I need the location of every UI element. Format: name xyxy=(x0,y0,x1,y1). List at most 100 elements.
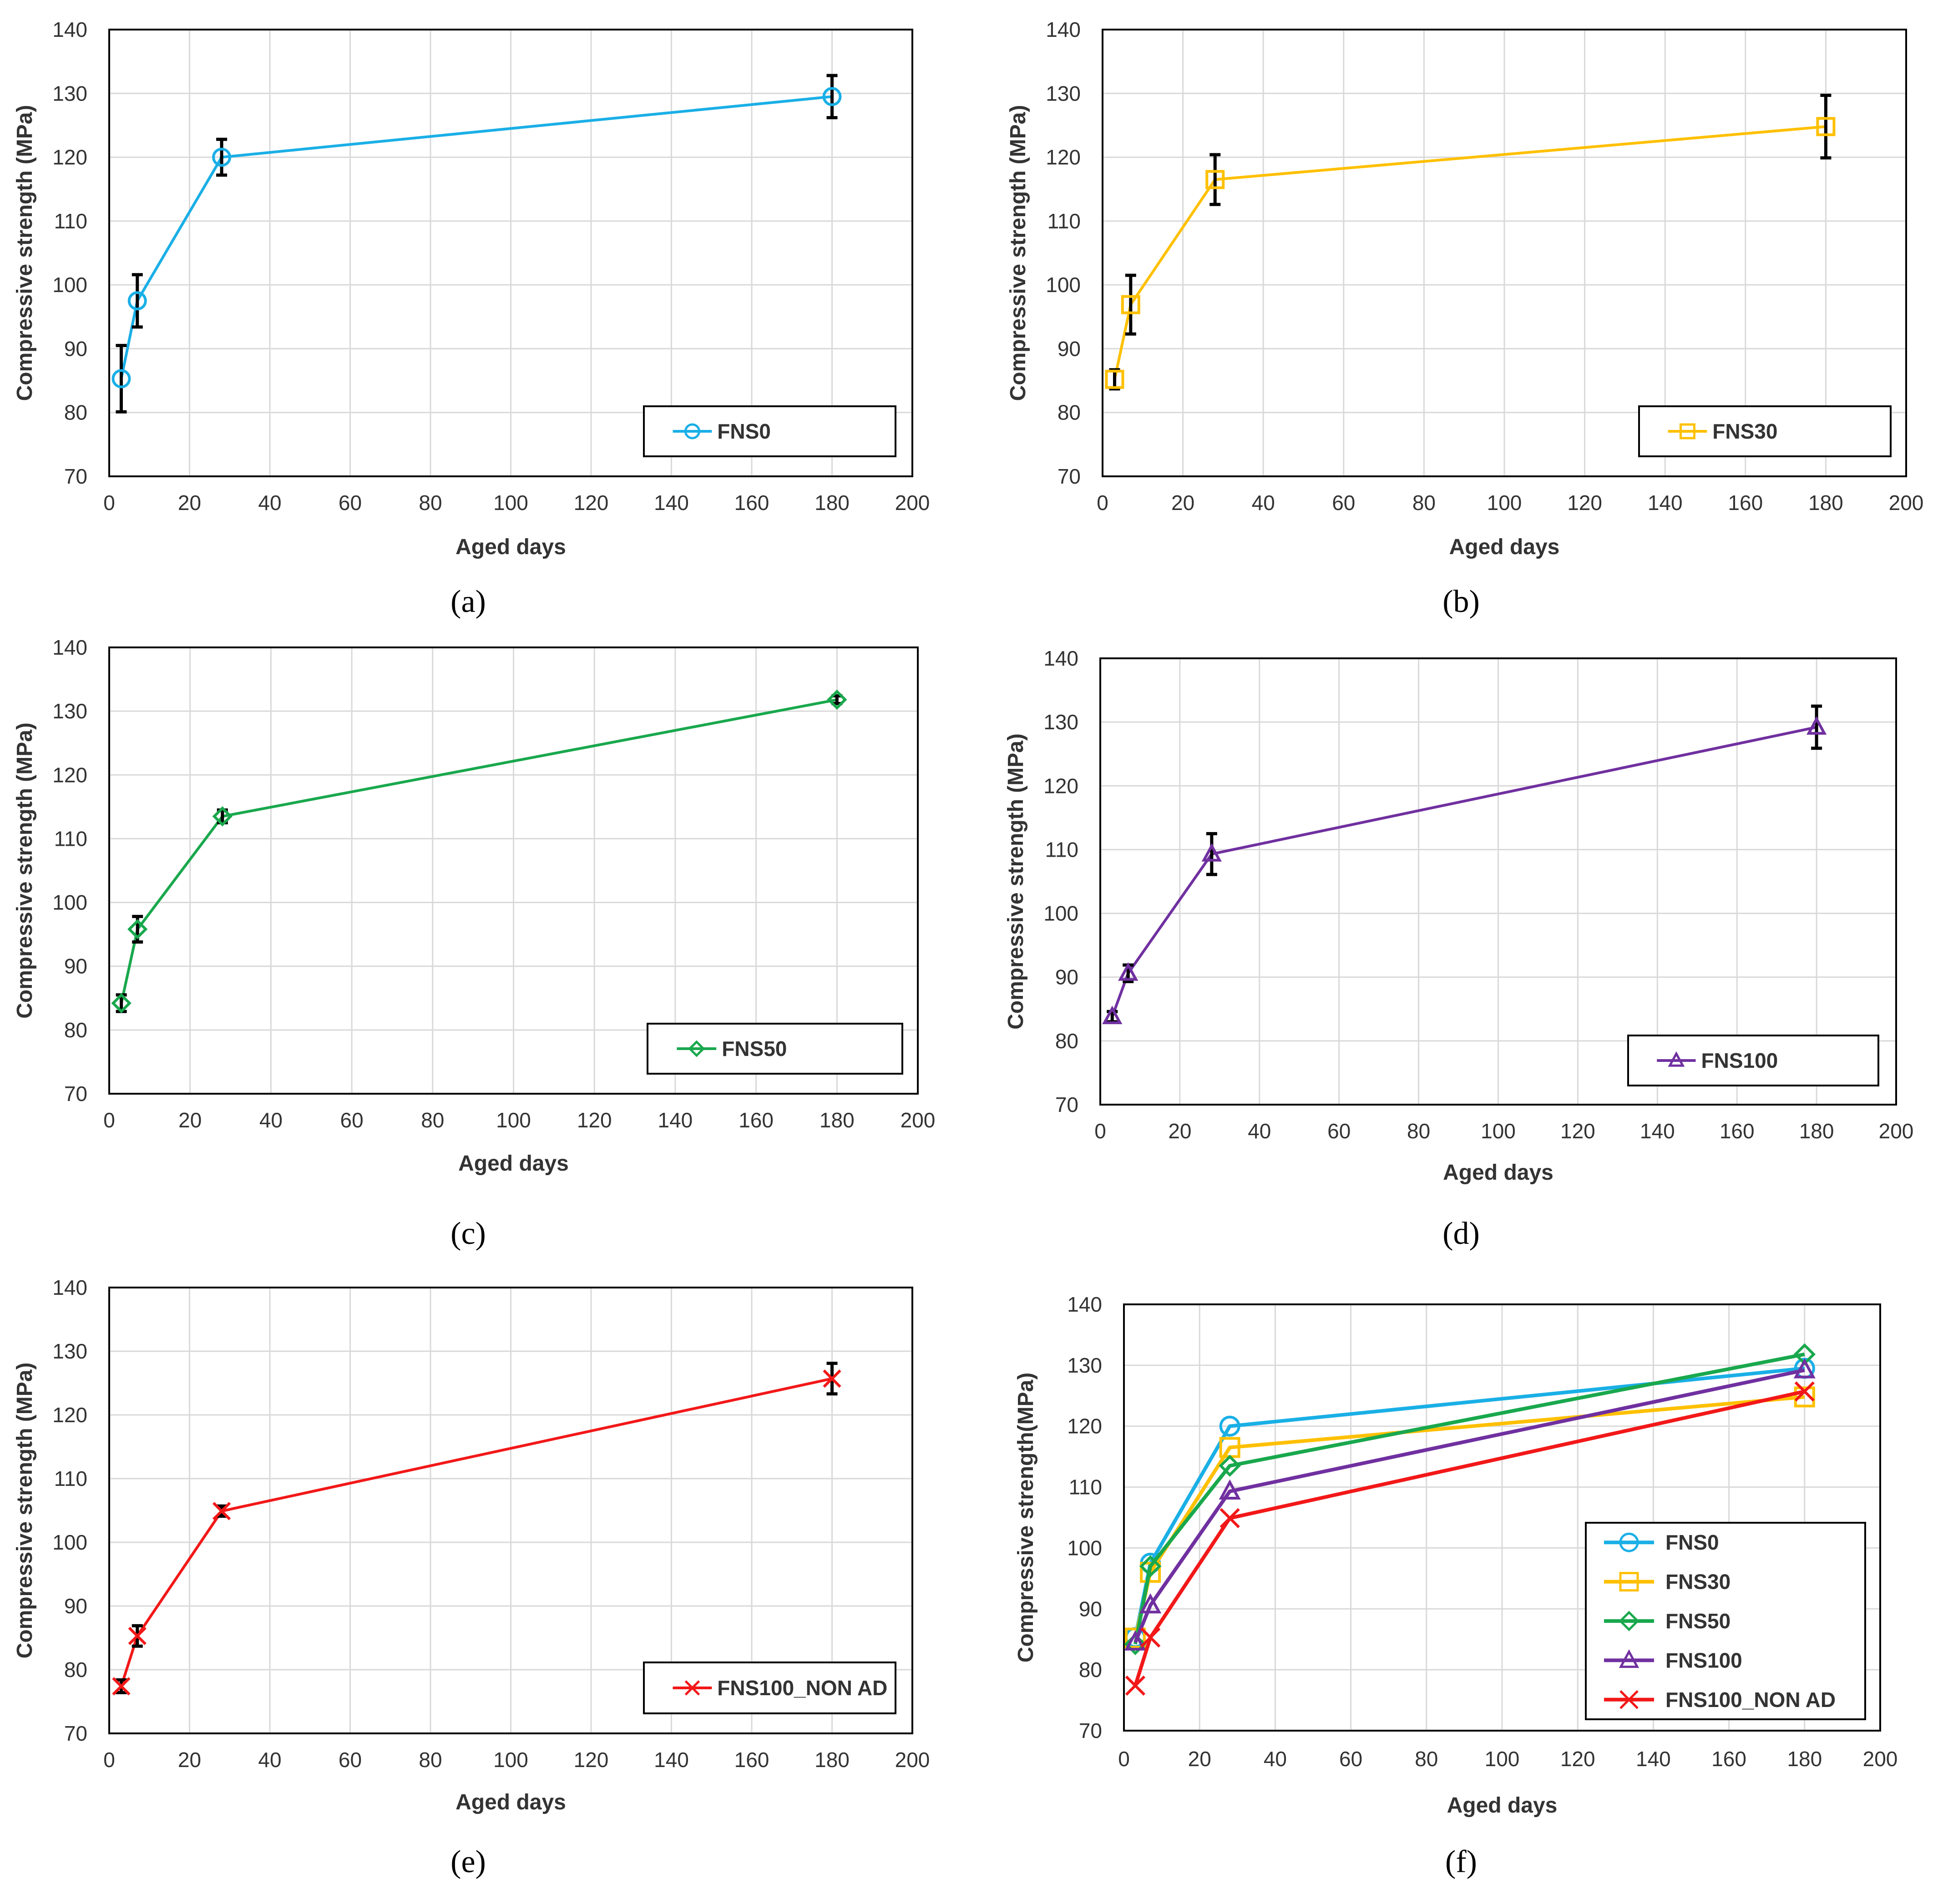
plot-frame xyxy=(108,29,913,477)
x-tick-label: 200 xyxy=(895,491,930,515)
chart-panel-d: 0 20 40 60 80 100 120 140 160 180 200 70 80 90 100 110 1… xyxy=(1004,646,1913,1251)
x-tick-label: 180 xyxy=(1808,491,1843,515)
legend-swatch-marker xyxy=(1679,423,1695,439)
x-tick-label: 100 xyxy=(496,1108,531,1132)
series-fns30 xyxy=(1105,93,1836,391)
x-tick-label: 200 xyxy=(1863,1747,1898,1771)
error-bar xyxy=(1125,273,1136,336)
series-fns0 xyxy=(111,74,842,414)
y-tick-label: 70 xyxy=(64,1722,87,1745)
x-tick-label: 60 xyxy=(1327,1119,1351,1143)
y-axis-title: Compressive strength (MPa) xyxy=(13,1363,37,1659)
y-tick-label: 90 xyxy=(64,337,87,360)
legend-label: FNS100 xyxy=(1701,1049,1778,1072)
panel-caption: (e) xyxy=(450,1844,486,1879)
x-tick-label: 100 xyxy=(1487,491,1522,515)
legend: FNS0 FNS30 FNS50 FNS100 FNS100_NON AD xyxy=(1585,1522,1866,1720)
x-tick-label: 80 xyxy=(1407,1119,1430,1143)
data-point xyxy=(111,369,131,389)
x-tick-label: 160 xyxy=(1720,1119,1755,1143)
x-tick-label: 0 xyxy=(103,1748,115,1772)
y-axis-title: Compressive strength (MPa) xyxy=(1004,733,1028,1030)
y-tick-label: 110 xyxy=(1069,1475,1102,1499)
series-line xyxy=(120,95,832,379)
legend-label: FNS50 xyxy=(1665,1609,1731,1633)
y-tick-label: 120 xyxy=(1043,774,1078,798)
y-tick-label: 70 xyxy=(1079,1719,1102,1742)
series-line xyxy=(1113,125,1826,380)
legend: FNS50 xyxy=(647,1023,903,1075)
x-tick-label: 140 xyxy=(654,1748,689,1772)
y-tick-label: 130 xyxy=(1046,81,1081,105)
x-tick-label: 120 xyxy=(574,1748,609,1772)
data-point xyxy=(1124,1630,1146,1651)
x-tick-label: 40 xyxy=(1252,491,1275,515)
y-tick-label: 100 xyxy=(1043,902,1078,925)
plot-frame xyxy=(108,1287,913,1734)
data-point xyxy=(1219,1455,1241,1477)
legend: FNS100_NON AD xyxy=(643,1662,896,1714)
legend-swatch-marker xyxy=(688,1040,705,1057)
x-tick-label: 160 xyxy=(739,1108,774,1132)
data-point xyxy=(1219,1415,1240,1437)
x-tick-label: 40 xyxy=(258,1748,281,1772)
y-tick-label: 100 xyxy=(52,1530,87,1554)
x-tick-label: 160 xyxy=(1711,1747,1746,1771)
y-axis-title: Compressive strength(MPa) xyxy=(1014,1373,1038,1662)
series-line xyxy=(1133,1368,1805,1643)
data-point xyxy=(1219,1508,1240,1528)
y-tick-label: 130 xyxy=(52,81,87,105)
y-tick-label: 130 xyxy=(52,1339,87,1363)
data-point xyxy=(212,147,232,167)
series-fns100-non-ad xyxy=(112,1362,841,1696)
x-tick-label: 80 xyxy=(419,1748,442,1772)
y-tick-label: 140 xyxy=(52,18,87,41)
x-tick-label: 140 xyxy=(1640,1119,1675,1143)
y-tick-label: 80 xyxy=(64,1018,87,1042)
series-line xyxy=(120,1377,833,1687)
legend-label: FNS50 xyxy=(722,1037,787,1061)
legend-label: FNS100_NON AD xyxy=(717,1676,887,1700)
error-bar xyxy=(1206,832,1217,876)
x-tick-label: 180 xyxy=(815,491,850,515)
data-point xyxy=(1118,962,1139,981)
y-tick-label: 90 xyxy=(1079,1597,1102,1621)
x-tick-label: 20 xyxy=(178,1748,201,1772)
y-tick-label: 90 xyxy=(1055,965,1078,989)
plot-frame xyxy=(1102,29,1907,477)
x-tick-label: 80 xyxy=(419,491,442,515)
x-tick-label: 160 xyxy=(1728,491,1763,515)
x-tick-label: 100 xyxy=(493,491,528,515)
x-tick-label: 140 xyxy=(1636,1747,1671,1771)
x-tick-label: 60 xyxy=(340,1108,364,1132)
plot-frame xyxy=(108,646,919,1095)
y-tick-label: 110 xyxy=(54,209,87,233)
x-tick-label: 180 xyxy=(815,1748,850,1772)
data-point xyxy=(1794,1381,1815,1402)
y-tick-label: 110 xyxy=(1045,838,1078,861)
legend-swatch-marker xyxy=(1668,1051,1685,1067)
panel-caption: (f) xyxy=(1445,1844,1477,1879)
x-axis-title: Aged days xyxy=(1449,535,1560,559)
legend-swatch-marker xyxy=(684,1680,700,1696)
panel-caption: (c) xyxy=(450,1216,486,1251)
data-point xyxy=(1102,1005,1123,1025)
legend-swatch-marker xyxy=(1619,1572,1639,1592)
y-tick-label: 70 xyxy=(1058,465,1081,488)
y-tick-label: 100 xyxy=(1046,273,1081,297)
y-tick-label: 80 xyxy=(64,1658,87,1682)
y-axis-title: Compressive strength (MPa) xyxy=(13,105,37,401)
data-point xyxy=(1816,117,1836,136)
x-tick-label: 140 xyxy=(658,1108,693,1132)
x-axis-title: Aged days xyxy=(458,1151,569,1176)
y-tick-label: 140 xyxy=(52,636,87,659)
y-tick-label: 120 xyxy=(52,146,87,169)
panel-caption: (d) xyxy=(1442,1216,1480,1251)
chart-panel-a: 0 20 40 60 80 100 120 140 160 180 200 70 80 90 100 110 1… xyxy=(13,18,930,619)
chart-panel-f: 0 20 40 60 80 100 120 140 160 180 200 70 80 90 100 110 1… xyxy=(1014,1293,1898,1879)
data-point xyxy=(212,806,233,827)
x-tick-label: 20 xyxy=(1188,1747,1211,1771)
x-axis-title: Aged days xyxy=(455,1790,566,1814)
data-point xyxy=(822,87,842,106)
